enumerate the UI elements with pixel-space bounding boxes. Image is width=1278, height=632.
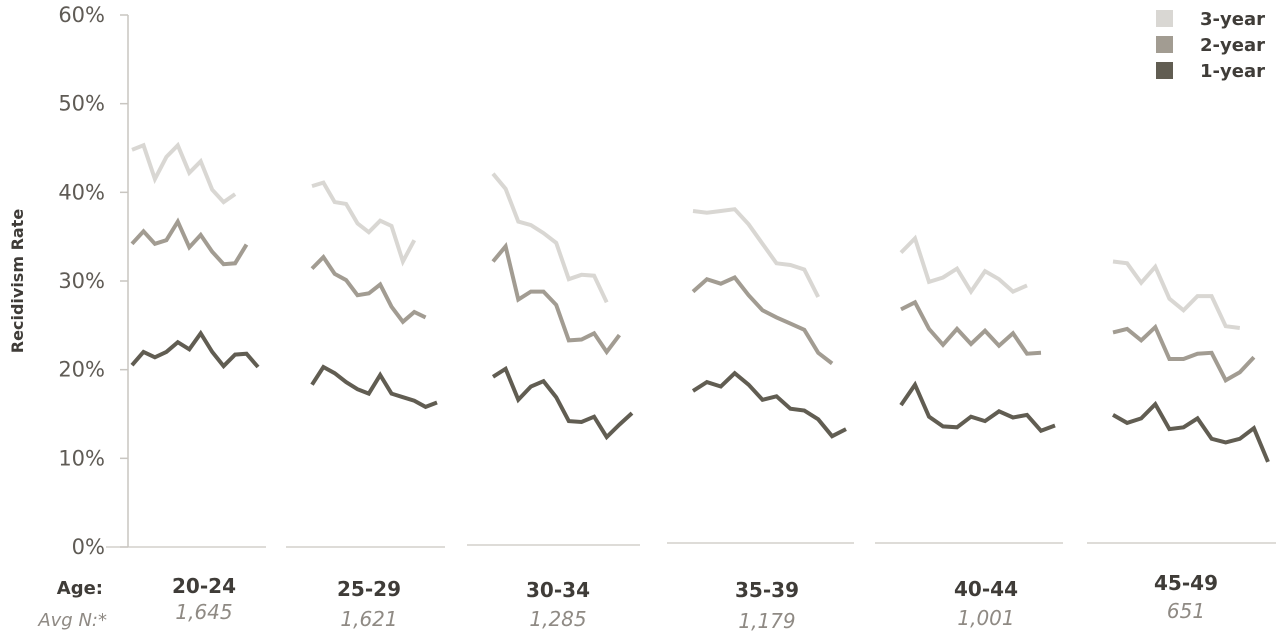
series-line-1-year-40-44 bbox=[899, 380, 1056, 434]
series-line-1-year-20-24 bbox=[130, 329, 260, 370]
age-group-label: 45-49 bbox=[1154, 571, 1218, 595]
y-tick-label: 60% bbox=[58, 3, 105, 27]
legend-label-3-year: 3-year bbox=[1200, 9, 1265, 30]
avg-n-value: 1,621 bbox=[340, 607, 397, 631]
y-tick-label: 0% bbox=[72, 535, 105, 559]
y-axis-title: Recidivism Rate bbox=[8, 209, 27, 354]
row-label-avg-n: Avg N:* bbox=[37, 610, 107, 631]
series-lines bbox=[130, 141, 1270, 463]
avg-n-value: 1,001 bbox=[957, 606, 1014, 630]
y-tick-label: 10% bbox=[58, 446, 105, 470]
series-line-2-year-20-24 bbox=[130, 217, 249, 267]
age-group-label: 35-39 bbox=[735, 578, 799, 602]
avg-n-value: 1,285 bbox=[529, 607, 586, 631]
series-line-1-year-25-29 bbox=[310, 364, 438, 410]
legend-swatch-3-year bbox=[1156, 10, 1173, 27]
age-group-label: 30-34 bbox=[526, 578, 590, 602]
avg-n-value: 1,645 bbox=[175, 600, 232, 624]
series-line-2-year-40-44 bbox=[900, 299, 1042, 356]
legend-swatch-1-year bbox=[1156, 62, 1173, 79]
legend-label-1-year: 1-year bbox=[1200, 61, 1265, 82]
age-group-label: 40-44 bbox=[954, 577, 1018, 601]
series-line-1-year-30-34 bbox=[491, 365, 634, 441]
series-line-3-year-20-24 bbox=[131, 141, 237, 205]
legend-swatch-2-year bbox=[1156, 36, 1173, 53]
age-group-label: 25-29 bbox=[337, 577, 401, 601]
series-line-3-year-40-44 bbox=[899, 234, 1028, 296]
series-line-1-year-35-39 bbox=[691, 370, 847, 439]
series-line-2-year-45-49 bbox=[1112, 323, 1256, 384]
avg-n-value: 1,179 bbox=[738, 609, 795, 632]
y-tick-label: 50% bbox=[58, 92, 105, 116]
y-tick-label: 40% bbox=[58, 180, 105, 204]
y-tick-label: 20% bbox=[58, 358, 105, 382]
series-line-3-year-35-39 bbox=[692, 207, 820, 298]
series-line-2-year-25-29 bbox=[310, 253, 427, 325]
avg-n-value: 651 bbox=[1167, 599, 1205, 623]
y-tick-label: 30% bbox=[58, 269, 105, 293]
legend: 3-year 2-year 1-year bbox=[1156, 9, 1265, 82]
group-labels: Age: Avg N:* 20-241,645 25-29 1,621 30-34 1,28… bbox=[37, 571, 1218, 632]
axes: 0% 10% 20% 30% 40% 50% 60% Recidivism Rate bbox=[8, 3, 1276, 559]
series-line-3-year-25-29 bbox=[311, 180, 417, 267]
series-line-2-year-30-34 bbox=[491, 242, 621, 356]
series-line-3-year-30-34 bbox=[491, 172, 609, 304]
series-line-2-year-35-39 bbox=[691, 275, 834, 366]
age-group-label: 20-24 bbox=[172, 574, 236, 598]
row-label-age: Age: bbox=[57, 578, 103, 599]
series-line-1-year-45-49 bbox=[1112, 400, 1270, 463]
series-line-3-year-45-49 bbox=[1112, 259, 1241, 330]
legend-label-2-year: 2-year bbox=[1200, 35, 1265, 56]
